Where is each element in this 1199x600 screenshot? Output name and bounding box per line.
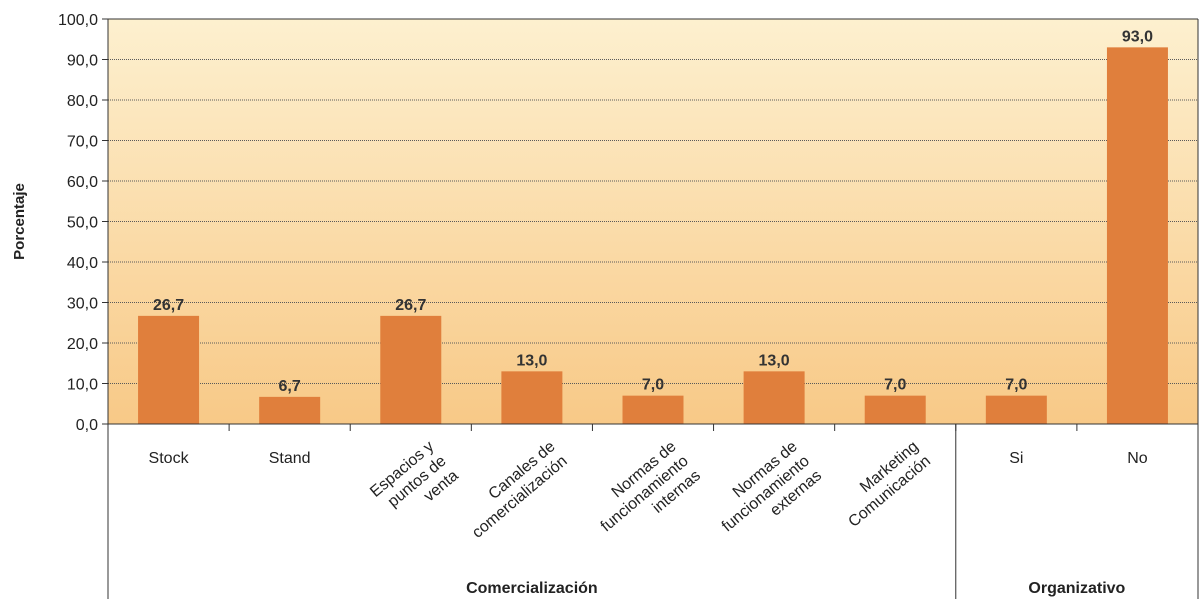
value-label: 7,0 xyxy=(884,377,906,394)
bar xyxy=(501,371,563,424)
bar xyxy=(259,396,321,424)
bar xyxy=(864,395,926,424)
value-label: 6,7 xyxy=(279,378,301,395)
category-label: Normas defuncionamientoexternas xyxy=(707,438,826,550)
bar xyxy=(138,315,200,424)
gridlines xyxy=(108,59,1198,384)
category-label: No xyxy=(1127,450,1148,467)
y-tick-label: 60,0 xyxy=(67,174,98,191)
bar xyxy=(1106,47,1168,424)
bars xyxy=(138,47,1168,424)
bar xyxy=(380,315,442,424)
category-label: Canales decomercialización xyxy=(457,438,571,542)
y-tick-label: 30,0 xyxy=(67,296,98,313)
y-tick-label: 50,0 xyxy=(67,215,98,232)
y-tick-label: 10,0 xyxy=(67,377,98,394)
bar xyxy=(985,395,1047,424)
value-label: 7,0 xyxy=(642,377,664,394)
category-label: Espacios ypuntos deventa xyxy=(367,438,462,530)
category-label: MarketingComunicación xyxy=(833,438,934,531)
value-label: 26,7 xyxy=(153,297,184,314)
y-axis-label: Porcentaje xyxy=(11,183,28,260)
value-label: 7,0 xyxy=(1005,377,1027,394)
y-tick-label: 20,0 xyxy=(67,336,98,353)
group-label: Comercialización xyxy=(466,580,598,597)
y-tick-label: 90,0 xyxy=(67,53,98,70)
y-tick-label: 100,0 xyxy=(58,12,98,29)
value-label: 26,7 xyxy=(395,297,426,314)
axes xyxy=(102,18,1199,599)
y-tick-label: 80,0 xyxy=(67,93,98,110)
value-label: 93,0 xyxy=(1122,28,1153,45)
group-label: Organizativo xyxy=(1028,580,1125,597)
bar xyxy=(622,395,684,424)
category-label: Stock xyxy=(149,450,190,467)
bar xyxy=(743,371,805,424)
category-label: Stand xyxy=(269,450,311,467)
y-tick-label: 40,0 xyxy=(67,255,98,272)
value-label: 13,0 xyxy=(516,352,547,369)
value-label: 13,0 xyxy=(759,352,790,369)
category-label: Normas defuncionamientointernas xyxy=(586,438,705,550)
y-tick-label: 70,0 xyxy=(67,134,98,151)
y-tick-label: 0,0 xyxy=(76,417,98,434)
category-label: Si xyxy=(1009,450,1023,467)
